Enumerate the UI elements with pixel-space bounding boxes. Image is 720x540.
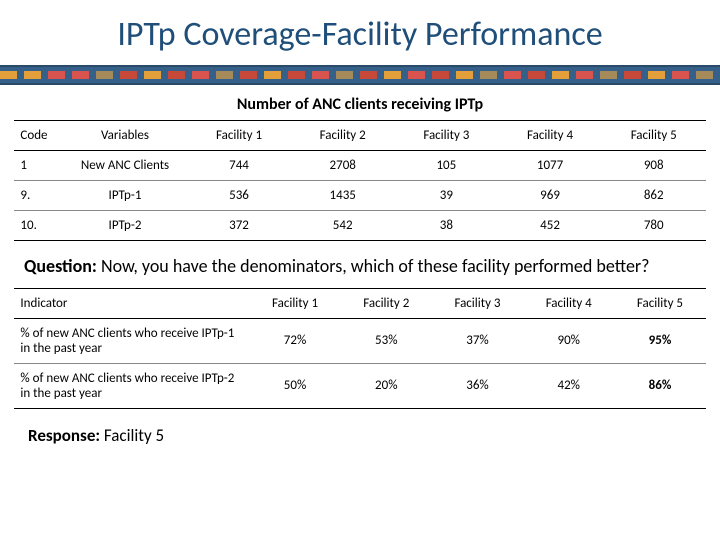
table2-header: Facility 2: [341, 288, 432, 318]
stripe-segment: [0, 67, 17, 83]
table1-title: Number of ANC clients receiving IPTp: [0, 95, 720, 114]
table-cell: 10.: [14, 211, 62, 241]
table2-header: Facility 3: [432, 288, 523, 318]
table-cell: % of new ANC clients who receive IPTp-1 …: [14, 318, 249, 363]
table2-header: Facility 4: [523, 288, 614, 318]
stripe-segment: [144, 67, 161, 83]
table-cell: 95%: [614, 318, 705, 363]
table-cell: 36%: [432, 363, 523, 408]
table1-header: Facility 1: [187, 121, 291, 151]
table-cell: 42%: [523, 363, 614, 408]
stripe-segment: [96, 67, 113, 83]
table-cell: % of new ANC clients who receive IPTp-2 …: [14, 363, 249, 408]
table-cell: 542: [291, 211, 395, 241]
table-cell: 1: [14, 151, 62, 181]
table-cell: 37%: [432, 318, 523, 363]
stripe-segment: [408, 67, 425, 83]
stripe-segment: [264, 67, 281, 83]
table-cell: 536: [187, 181, 291, 211]
stripe-segment: [48, 67, 65, 83]
table-cell: 862: [602, 181, 706, 211]
table-cell: 90%: [523, 318, 614, 363]
stripe-segment: [288, 67, 305, 83]
table1-header: Variables: [63, 121, 187, 151]
stripe-segment: [72, 67, 89, 83]
table-cell: 780: [602, 211, 706, 241]
stripe-segment: [336, 67, 353, 83]
table2-header: Indicator: [14, 288, 249, 318]
stripe-segment: [216, 67, 233, 83]
stripe-segment: [240, 67, 257, 83]
slide: IPTp Coverage-Facility Performance Numbe…: [0, 0, 720, 540]
stripe-segment: [504, 67, 521, 83]
table-cell: New ANC Clients: [63, 151, 187, 181]
table-cell: 744: [187, 151, 291, 181]
table-cell: IPTp-1: [63, 181, 187, 211]
stripe-segment: [696, 67, 713, 83]
table-row: % of new ANC clients who receive IPTp-1 …: [14, 318, 705, 363]
table-row: 10.IPTp-237254238452780: [14, 211, 705, 241]
table-cell: 50%: [249, 363, 340, 408]
stripe-segment: [552, 67, 569, 83]
table-cell: 105: [395, 151, 499, 181]
response-body: Facility 5: [100, 425, 164, 446]
stripe-segment: [528, 67, 545, 83]
stripe-segment: [168, 67, 185, 83]
table-cell: 969: [498, 181, 602, 211]
slide-title: IPTp Coverage-Facility Performance: [0, 0, 720, 65]
stripe-segment: [480, 67, 497, 83]
stripe-segment: [192, 67, 209, 83]
table1-header: Facility 2: [291, 121, 395, 151]
table1-header: Facility 4: [498, 121, 602, 151]
table-row: 9.IPTp-1536143539969862: [14, 181, 705, 211]
table-anc-clients: CodeVariablesFacility 1Facility 2Facilit…: [14, 120, 705, 241]
stripe-segment: [456, 67, 473, 83]
question-body: Now, you have the denominators, which of…: [97, 255, 650, 277]
table-cell: 39: [395, 181, 499, 211]
response-label: Response:: [28, 425, 100, 446]
table-cell: 38: [395, 211, 499, 241]
table-cell: 2708: [291, 151, 395, 181]
table2-header: Facility 1: [249, 288, 340, 318]
stripe-segment: [120, 67, 137, 83]
response-text: Response: Facility 5: [28, 425, 692, 446]
table-cell: 86%: [614, 363, 705, 408]
stripe-segment: [672, 67, 689, 83]
stripe-segment: [384, 67, 401, 83]
table2-header: Facility 5: [614, 288, 705, 318]
stripe-segment: [312, 67, 329, 83]
table-cell: IPTp-2: [63, 211, 187, 241]
question-label: Question:: [24, 255, 97, 277]
decorative-stripe: [0, 65, 720, 85]
stripe-segment: [624, 67, 641, 83]
table-cell: 372: [187, 211, 291, 241]
question-text: Question: Now, you have the denominators…: [24, 255, 696, 278]
table-cell: 1435: [291, 181, 395, 211]
table-row: % of new ANC clients who receive IPTp-2 …: [14, 363, 705, 408]
table-cell: 9.: [14, 181, 62, 211]
table-cell: 72%: [249, 318, 340, 363]
stripe-segment: [600, 67, 617, 83]
table-cell: 908: [602, 151, 706, 181]
stripe-segment: [360, 67, 377, 83]
table-row: 1New ANC Clients74427081051077908: [14, 151, 705, 181]
table-percentages: IndicatorFacility 1Facility 2Facility 3F…: [14, 288, 705, 409]
table1-header: Code: [14, 121, 62, 151]
stripe-segment: [24, 67, 41, 83]
table-cell: 1077: [498, 151, 602, 181]
stripe-segment: [576, 67, 593, 83]
table1-header: Facility 3: [395, 121, 499, 151]
stripe-segment: [432, 67, 449, 83]
stripe-segment: [648, 67, 665, 83]
table-cell: 452: [498, 211, 602, 241]
table-cell: 20%: [341, 363, 432, 408]
table1-header: Facility 5: [602, 121, 706, 151]
table-cell: 53%: [341, 318, 432, 363]
